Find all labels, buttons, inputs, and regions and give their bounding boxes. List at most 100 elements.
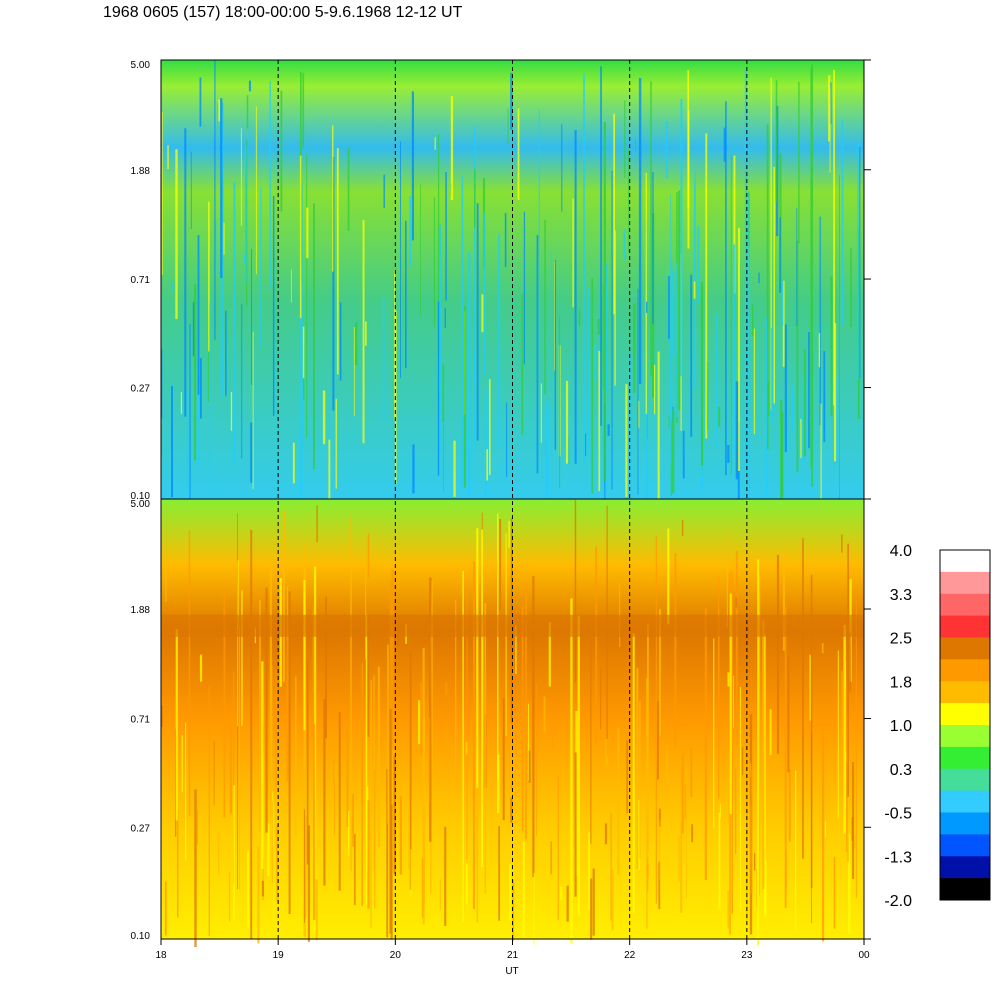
texture-stripe	[468, 252, 471, 497]
texture-stripe	[221, 102, 224, 399]
texture-stripe	[603, 122, 606, 481]
texture-stripe	[302, 326, 305, 379]
texture-stripe	[835, 376, 838, 467]
texture-stripe	[666, 745, 668, 806]
texture-stripe	[489, 379, 491, 475]
texture-stripe	[536, 682, 538, 837]
colorbar-segment	[940, 878, 990, 901]
texture-stripe	[323, 699, 326, 886]
texture-stripe	[550, 841, 552, 875]
texture-stripe	[252, 331, 254, 490]
texture-stripe	[540, 383, 542, 443]
texture-stripe	[570, 598, 573, 943]
texture-stripe	[533, 873, 535, 945]
texture-stripe	[645, 442, 648, 501]
texture-stripe	[780, 400, 783, 507]
colorbar-segment	[940, 703, 990, 726]
texture-stripe	[197, 364, 200, 468]
texture-stripe	[598, 350, 601, 492]
texture-stripe	[199, 358, 202, 419]
texture-stripe	[658, 608, 661, 736]
texture-stripe	[610, 812, 612, 921]
texture-stripe	[209, 301, 211, 483]
texture-stripe	[646, 678, 648, 929]
colorbar-segment	[940, 856, 990, 879]
texture-stripe	[647, 623, 649, 853]
texture-stripe	[821, 643, 824, 654]
texture-stripe	[802, 376, 805, 463]
texture-stripe	[670, 418, 672, 496]
texture-stripe	[229, 711, 233, 814]
texture-stripe	[228, 871, 231, 922]
texture-stripe	[223, 222, 225, 255]
texture-stripe	[280, 90, 283, 212]
texture-stripe	[788, 769, 791, 842]
texture-stripe	[366, 786, 369, 872]
texture-stripe	[185, 722, 187, 860]
texture-stripe	[636, 668, 639, 869]
texture-stripe	[261, 661, 264, 869]
y-tick-label: 1.88	[131, 605, 151, 616]
colorbar-label: -1.3	[884, 849, 912, 866]
texture-stripe	[515, 625, 517, 675]
texture-stripe	[313, 723, 316, 921]
texture-stripe	[213, 740, 215, 806]
texture-stripe	[399, 796, 402, 875]
texture-stripe	[218, 832, 220, 875]
texture-stripe	[819, 216, 821, 426]
texture-stripe	[718, 812, 721, 909]
texture-stripe	[463, 306, 467, 488]
texture-stripe	[728, 778, 730, 825]
texture-stripe	[269, 81, 271, 290]
texture-stripe	[578, 308, 581, 326]
colorbar-segment	[940, 550, 990, 573]
texture-stripe	[450, 96, 454, 200]
x-tick-label: 23	[741, 950, 753, 961]
texture-stripe	[684, 783, 686, 820]
texture-stripe	[271, 801, 274, 884]
texture-stripe	[261, 880, 264, 897]
texture-stripe	[422, 647, 425, 925]
texture-stripe	[705, 133, 708, 439]
texture-stripe	[474, 354, 476, 457]
texture-stripe	[693, 281, 696, 299]
texture-stripe	[680, 822, 683, 913]
texture-stripe	[784, 324, 787, 453]
texture-stripe	[667, 528, 670, 625]
texture-stripe	[171, 281, 173, 292]
texture-stripe	[637, 288, 639, 495]
texture-stripe	[498, 826, 500, 921]
texture-stripe	[611, 170, 613, 490]
texture-stripe	[207, 311, 209, 402]
texture-stripe	[465, 859, 468, 905]
texture-stripe	[574, 130, 577, 464]
colorbar-segment	[940, 812, 990, 835]
texture-stripe	[782, 549, 785, 651]
texture-stripe	[389, 709, 392, 934]
texture-stripe	[303, 809, 305, 923]
texture-stripe	[765, 317, 768, 503]
colorbar-label: 3.3	[890, 587, 912, 604]
texture-stripe	[521, 294, 524, 435]
texture-stripe	[694, 168, 696, 183]
texture-stripe	[332, 125, 334, 272]
texture-stripe	[348, 810, 350, 856]
texture-stripe	[257, 846, 260, 944]
y-tick-label: 0.10	[131, 491, 151, 502]
texture-stripe	[217, 102, 219, 147]
texture-stripe	[220, 98, 223, 278]
texture-stripe	[208, 201, 210, 352]
texture-stripe	[733, 244, 736, 456]
texture-stripe	[729, 593, 732, 814]
texture-stripe	[587, 288, 590, 456]
texture-stripe	[775, 80, 778, 203]
texture-stripe	[312, 603, 315, 729]
texture-stripe	[808, 332, 810, 449]
texture-stripe	[300, 183, 303, 503]
texture-stripe	[161, 423, 163, 455]
texture-stripe	[628, 147, 630, 253]
texture-stripe	[476, 528, 479, 789]
texture-stripe	[837, 650, 839, 819]
texture-stripe	[181, 735, 183, 793]
